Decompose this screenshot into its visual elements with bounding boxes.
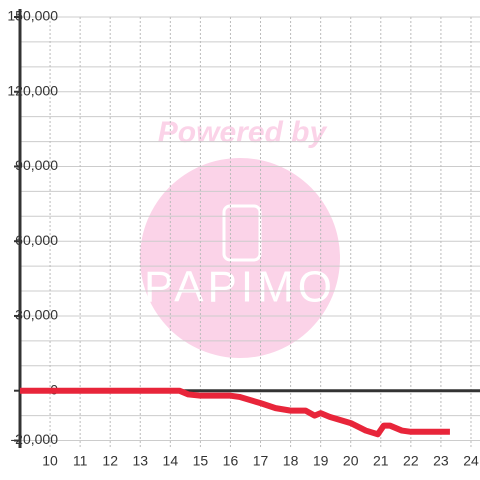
x-tick-label: 17 [253,453,269,469]
y-tick-label: -20,000 [11,431,59,447]
x-tick-label: 19 [313,453,329,469]
y-tick-label: 150,000 [7,8,58,24]
x-tick-label: 15 [193,453,209,469]
x-tick-label: 10 [42,453,58,469]
x-tick-label: 14 [163,453,179,469]
x-tick-label: 21 [373,453,389,469]
y-tick-label: 60,000 [15,232,58,248]
y-tick-label: 120,000 [7,82,58,98]
watermark-circle [140,158,340,358]
x-tick-label: 11 [73,453,88,469]
x-tick-label: 20 [343,453,359,469]
x-tick-label: 24 [463,453,479,469]
watermark-icon [222,204,262,262]
y-tick-label: 90,000 [15,157,58,173]
x-tick-label: 23 [433,453,449,469]
x-tick-label: 18 [283,453,299,469]
x-tick-label: 12 [102,453,118,469]
watermark-text: Powered by [158,116,328,149]
x-tick-label: 22 [403,453,419,469]
data-line [20,387,450,438]
watermark-logo: PAPIMO [144,263,336,312]
y-tick-label: 30,000 [15,307,58,323]
x-tick-label: 16 [223,453,239,469]
x-tick-label: 13 [132,453,148,469]
